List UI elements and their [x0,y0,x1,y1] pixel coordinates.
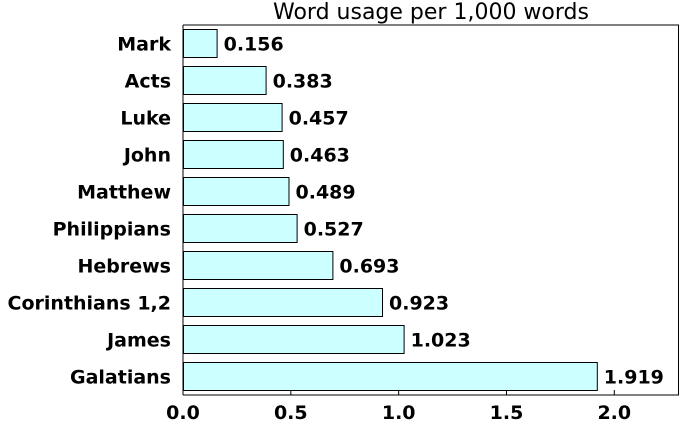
bar-corinthians-1-2 [183,288,383,317]
bar-luke [183,103,283,132]
x-axis: 0.0 0.5 1.0 1.5 2.0 [166,390,631,424]
value-label: 0.156 [224,34,284,56]
value-label: 0.527 [304,219,364,241]
category-label: Hebrews [77,256,171,278]
category-label: Mark [117,34,171,56]
x-tick-label: 1.0 [382,402,416,424]
bars [183,29,598,391]
category-labels: Mark Acts Luke John Matthew Philippians Hebrew… [8,34,172,389]
value-label: 0.463 [290,145,350,167]
category-label: Philippians [53,219,171,241]
category-label: Luke [120,108,171,130]
bar-acts [183,66,267,95]
category-label: James [105,330,171,352]
value-label: 0.457 [289,108,349,130]
category-label: Matthew [77,182,171,204]
value-label: 0.489 [296,182,356,204]
bar-philippians [183,214,298,243]
bar-mark [183,29,218,58]
bar-james [183,325,405,354]
bar-matthew [183,177,290,206]
value-label: 0.383 [273,71,333,93]
bar-hebrews [183,251,334,280]
bar-john [183,140,284,169]
x-tick-label: 0.0 [166,402,200,424]
value-label: 0.693 [339,256,399,278]
category-label: Acts [125,71,171,93]
category-label: John [122,145,171,167]
bar-galatians [183,362,598,391]
value-label: 1.023 [411,330,471,352]
x-tick-label: 0.5 [274,402,308,424]
value-label: 1.919 [604,367,664,389]
category-label: Corinthians 1,2 [8,293,171,315]
x-tick-label: 1.5 [490,402,524,424]
category-label: Galatians [70,367,171,389]
value-label: 0.923 [389,293,449,315]
chart-title: Word usage per 1,000 words [273,0,589,25]
value-labels: 0.156 0.383 0.457 0.463 0.489 0.527 0.693 0.923… [224,34,664,389]
x-tick-label: 2.0 [597,402,631,424]
